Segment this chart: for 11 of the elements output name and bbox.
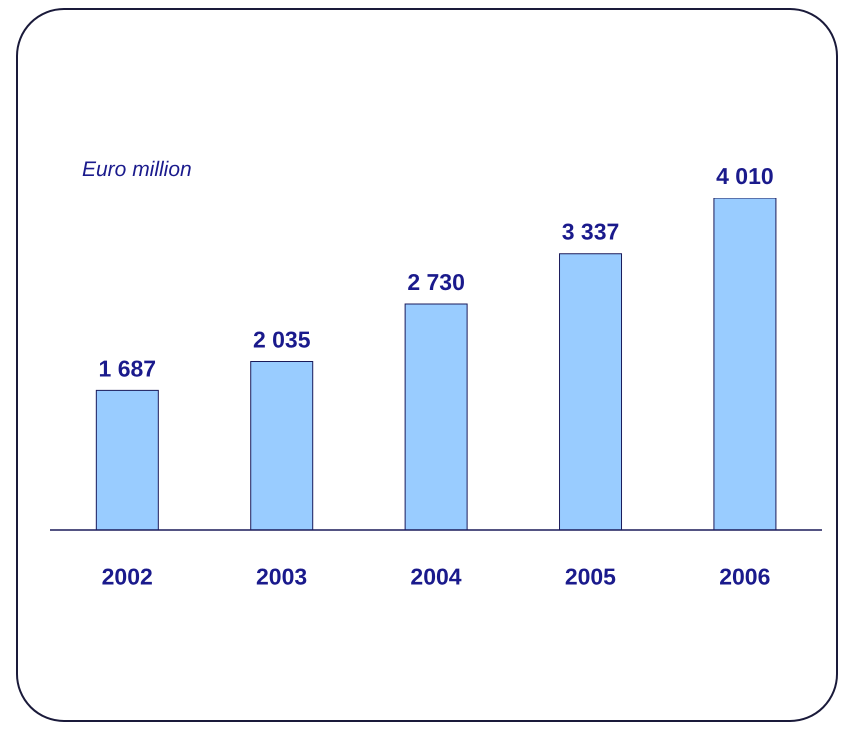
data-label: 4 010 (716, 163, 774, 189)
data-label: 1 687 (98, 355, 156, 382)
x-tick-label: 2002 (102, 563, 153, 590)
x-tick-label: 2005 (564, 563, 616, 590)
x-tick-label: 2003 (256, 563, 308, 590)
y-axis-title: Euro million (82, 158, 192, 182)
x-tick-label: 2006 (719, 563, 770, 590)
data-label: 3 337 (562, 218, 620, 245)
data-label: 2 730 (407, 268, 465, 295)
data-label: 2 035 (252, 326, 311, 353)
x-tick-label: 2004 (410, 563, 462, 590)
